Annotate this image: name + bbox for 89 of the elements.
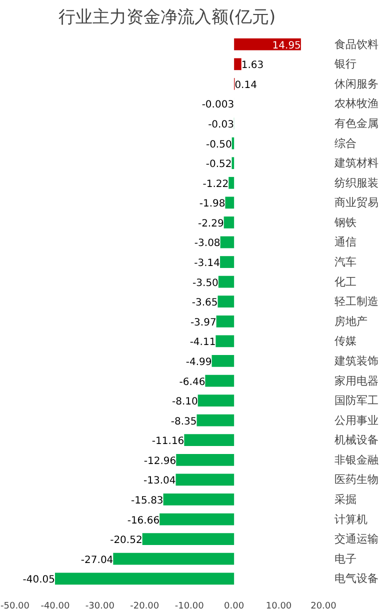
y-tick-label: 机械设备: [334, 434, 378, 447]
x-tick-label: -50.00: [0, 602, 30, 611]
bar: [218, 296, 234, 308]
data-label: -3.08: [194, 238, 220, 250]
bar: [220, 256, 234, 268]
bar: [220, 236, 234, 248]
data-label: -1.22: [202, 178, 229, 190]
bar: [176, 474, 234, 486]
y-tick-label: 综合: [334, 136, 356, 150]
data-label: -8.10: [172, 396, 198, 408]
bar: [163, 494, 234, 506]
bar: [160, 513, 234, 526]
y-tick-label: 公用事业: [334, 414, 378, 427]
data-label: -16.66: [127, 515, 160, 526]
bar: [205, 374, 234, 387]
y-tick-label: 建筑材料: [334, 156, 378, 170]
data-label: -0.50: [206, 139, 232, 150]
bar: [54, 572, 234, 585]
y-tick-label: 医药生物: [334, 473, 378, 486]
y-tick-label: 采掘: [334, 492, 356, 506]
y-tick-label: 计算机: [334, 512, 368, 526]
data-label: -11.16: [152, 436, 184, 448]
data-label: -20.52: [110, 535, 142, 546]
y-tick-label: 纺织服装: [334, 176, 378, 190]
bar: [216, 335, 234, 348]
data-label: -8.35: [170, 416, 197, 428]
bar: [232, 157, 234, 170]
y-tick-label: 钢铁: [334, 216, 356, 229]
y-tick-label: 商业贸易: [334, 196, 378, 210]
x-tick-label: 10.00: [266, 602, 292, 611]
bar: [234, 58, 242, 70]
data-label: -3.50: [192, 278, 218, 289]
data-label: -15.83: [131, 495, 164, 506]
data-label: -3.65: [192, 298, 218, 309]
x-tick-label: -30.00: [85, 602, 115, 611]
data-label: -13.04: [144, 476, 176, 487]
x-tick-label: 20.00: [310, 602, 337, 611]
y-tick-label: 汽车: [334, 256, 356, 269]
x-tick-label: 0.00: [224, 602, 244, 611]
bar: [224, 216, 234, 228]
data-label: -3.97: [190, 317, 216, 328]
bar: [196, 414, 234, 426]
bar: [234, 38, 301, 50]
y-tick-label: 化工: [334, 275, 356, 288]
data-label: -4.99: [186, 356, 212, 368]
y-tick-label: 通信: [334, 236, 356, 249]
bar: [216, 315, 234, 328]
bar: [184, 434, 234, 446]
bar: [228, 176, 234, 189]
data-label: -6.46: [179, 376, 206, 388]
data-label: -1.98: [199, 198, 226, 210]
y-tick-label: 家用电器: [334, 374, 378, 388]
y-tick-label: 食品饮料: [334, 38, 378, 51]
data-label: -12.96: [144, 456, 176, 467]
bar: [176, 454, 234, 466]
y-tick-label: 交通运输: [334, 532, 378, 546]
data-label: 14.95: [272, 40, 301, 52]
bar: [113, 552, 234, 565]
bar: [198, 394, 234, 406]
y-tick-label: 银行: [334, 58, 356, 71]
data-label: -27.04: [80, 554, 114, 566]
y-tick-label: 轻工制造: [334, 295, 378, 308]
y-tick-label: 传媒: [334, 334, 356, 348]
data-label: -4.11: [190, 337, 216, 348]
y-tick-label: 建筑装饰: [334, 354, 378, 368]
y-tick-label: 房地产: [334, 314, 368, 328]
chart-title: 行业主力资金净流入额(亿元): [58, 8, 276, 28]
data-label: -40.05: [22, 574, 56, 586]
y-tick-label: 休闲服务: [334, 77, 378, 90]
y-tick-label: 电子: [334, 552, 356, 566]
y-tick-label: 国防军工: [334, 394, 378, 408]
data-label: 1.63: [241, 60, 264, 72]
data-label: -0.03: [208, 120, 234, 131]
bar: [218, 276, 234, 288]
data-label: -0.52: [206, 159, 232, 170]
x-tick-label: -10.00: [174, 602, 204, 611]
bar: [212, 355, 234, 367]
bar: [142, 533, 234, 545]
y-tick-label: 有色金属: [334, 117, 378, 130]
y-tick-label: 电气设备: [334, 572, 378, 586]
data-label: 0.14: [234, 80, 257, 91]
y-tick-label: 非银金融: [334, 453, 378, 466]
data-label: -0.003: [202, 100, 234, 111]
data-label: -2.29: [198, 218, 224, 230]
data-label: -3.14: [194, 258, 220, 270]
x-tick-label: -20.00: [130, 602, 160, 611]
x-tick-label: -40.00: [40, 602, 70, 611]
bar: [225, 196, 234, 209]
y-tick-label: 农林牧渔: [334, 97, 378, 110]
